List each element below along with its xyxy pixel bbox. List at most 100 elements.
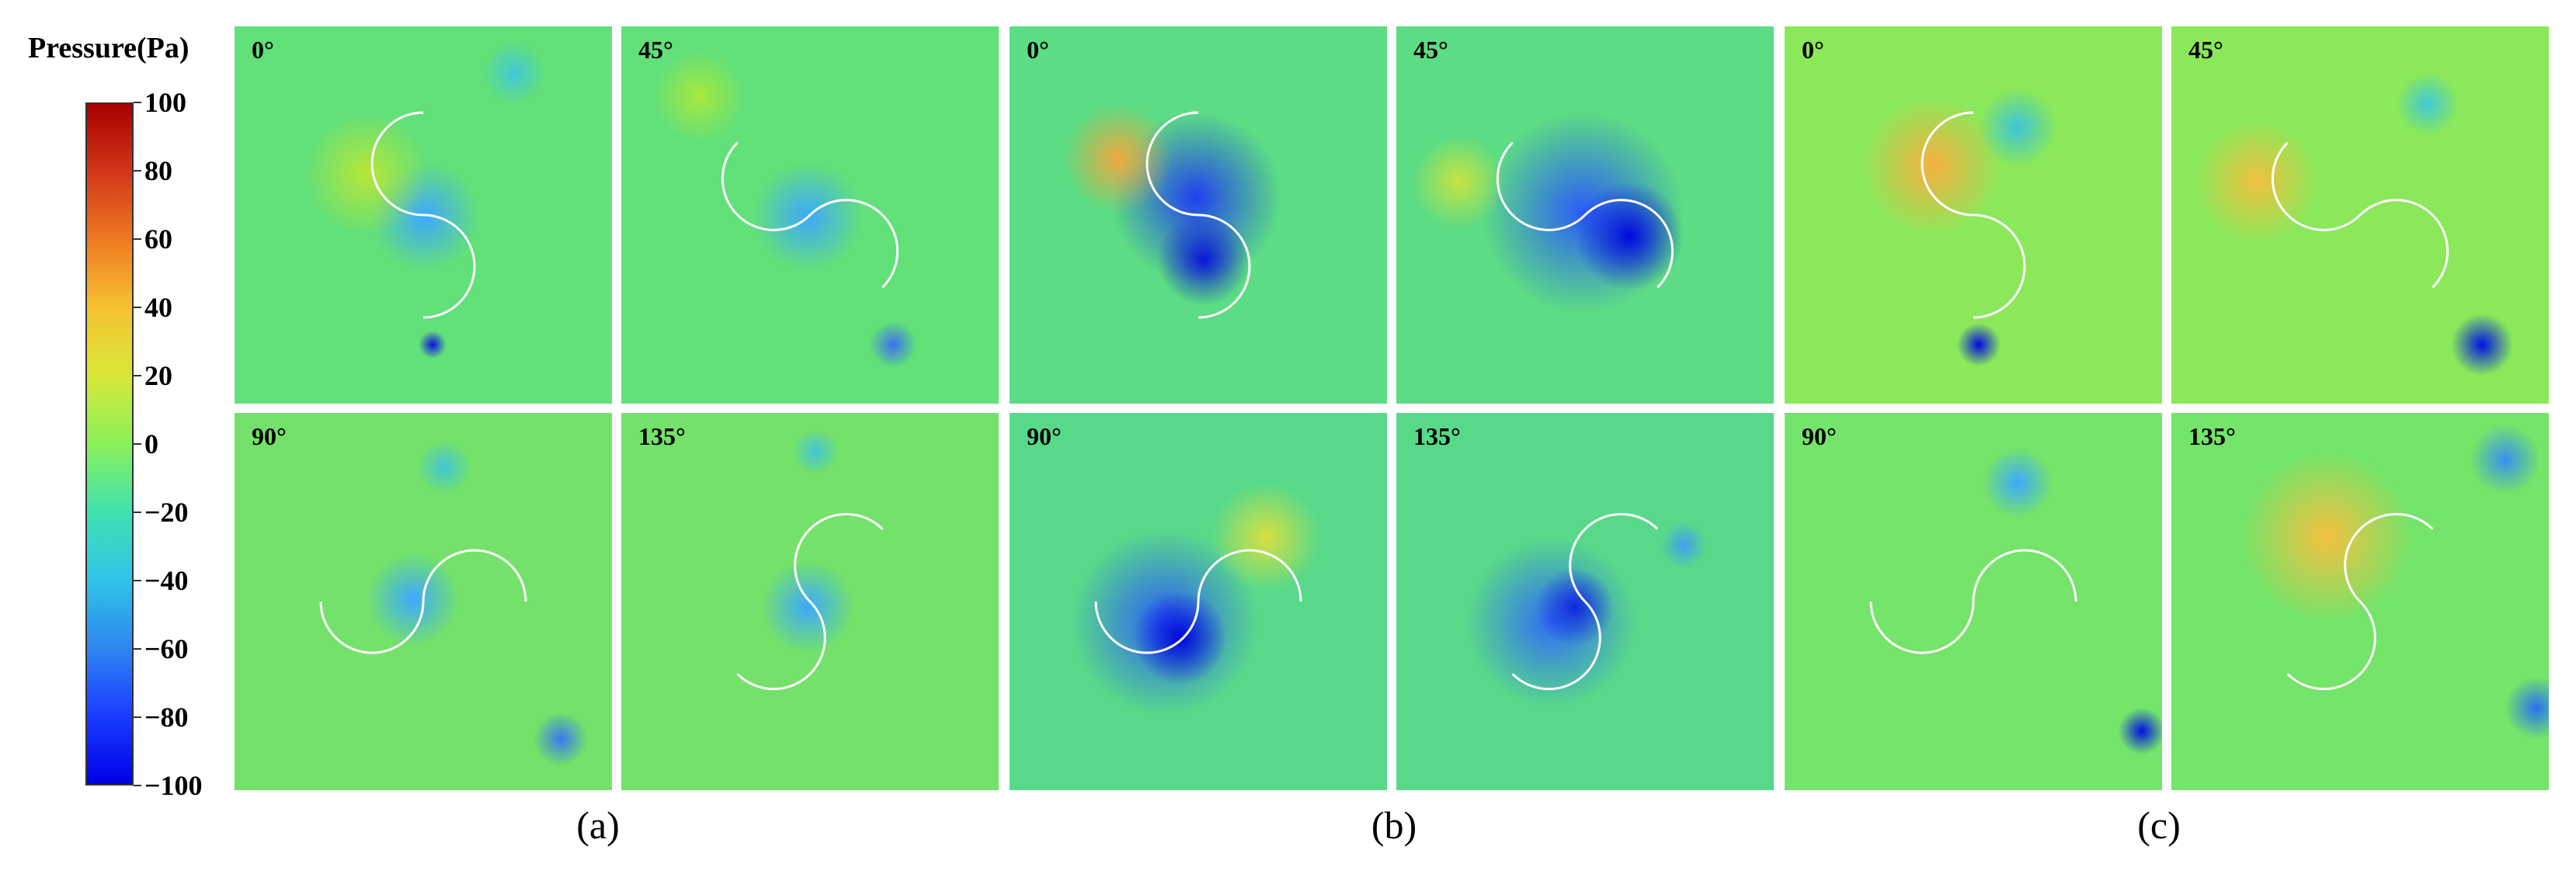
pressure-region (483, 42, 545, 104)
pressure-region (2195, 120, 2319, 244)
angle-label: 135° (2188, 422, 2236, 450)
pressure-region (792, 428, 839, 475)
colorbar-tick-label: 80 (144, 155, 172, 186)
pressure-field-panel: 0° (1785, 26, 2162, 404)
angle-label: 90° (1027, 422, 1062, 450)
pressure-field-panel: 90° (235, 413, 612, 790)
pressure-region (419, 331, 447, 359)
colorbar-tick-mark (134, 307, 141, 308)
rotor-blade (2271, 141, 2362, 231)
colorbar-tick-label: −60 (144, 633, 189, 664)
pressure-contour (2171, 413, 2549, 790)
angle-label: 90° (252, 422, 287, 450)
rotor-blades (1511, 512, 1659, 691)
angle-label: 90° (1802, 422, 1837, 450)
rotor-blades (370, 111, 476, 319)
rotor-blade (2286, 600, 2376, 691)
pressure-field-panel: 0° (235, 26, 612, 404)
pressure-field-panel: 45° (1396, 26, 1774, 404)
pressure-contour (1010, 26, 1387, 404)
pressure-region (1134, 591, 1227, 685)
rotor-blade (422, 213, 476, 319)
pressure-field-panel: 135° (621, 413, 999, 790)
pressure-field-panel: 135° (1396, 413, 1774, 790)
pressure-region (1157, 213, 1250, 306)
pressure-region (534, 712, 588, 766)
colorbar-tick-mark (134, 102, 141, 103)
angle-label: 135° (1413, 422, 1461, 450)
colorbar-tick-mark (134, 580, 141, 581)
pressure-region (1957, 323, 2001, 366)
rotor-blades (319, 549, 527, 654)
pressure-contour (621, 26, 999, 404)
angle-label: 135° (638, 422, 686, 450)
pressure-region (2470, 425, 2540, 494)
rotor-blade (1198, 213, 1251, 319)
pressure-region (367, 553, 460, 646)
pressure-region (1862, 96, 2002, 236)
rotor-blade (1972, 549, 2077, 602)
rotor-blade (1145, 111, 1199, 217)
colorbar-tick-label: 20 (144, 360, 172, 391)
rotor-blades (736, 512, 884, 691)
pressure-field-panel: 90° (1010, 413, 1387, 790)
colorbar-tick-mark (134, 512, 141, 513)
pressure-contour (1785, 26, 2162, 404)
rotor-blade (1496, 141, 1587, 231)
rotor-blades (2271, 141, 2449, 289)
rotor-blades (1145, 111, 1251, 319)
angle-label: 0° (1027, 36, 1049, 64)
pressure-field-panel: 45° (621, 26, 999, 404)
rotor-blades (2286, 512, 2434, 691)
pressure-region (2505, 677, 2549, 739)
pressure-region (2119, 708, 2162, 754)
pressure-contour (621, 413, 999, 790)
rotor-blade (1583, 199, 1674, 289)
colorbar-tick-label: 100 (144, 87, 186, 118)
rotor-blade (1869, 601, 1975, 654)
rotor-blade (736, 600, 826, 691)
pressure-region (1979, 88, 2056, 166)
rotor-blade (1511, 600, 1601, 691)
colorbar-tick-label: −100 (144, 770, 203, 801)
colorbar-tick-mark (134, 648, 141, 650)
pressure-contour (235, 26, 612, 404)
rotor-blade (1973, 213, 2026, 319)
rotor-blade (721, 141, 812, 231)
pressure-region (870, 321, 916, 368)
pressure-region (1064, 104, 1173, 213)
colorbar-tick-mark (134, 443, 141, 445)
pressure-contour (1396, 26, 1774, 404)
angle-label: 45° (2188, 36, 2223, 64)
pressure-region (304, 112, 429, 236)
pressure-contour (2171, 26, 2549, 404)
pressure-region (1660, 522, 1707, 568)
pressure-region (1575, 182, 1684, 290)
pressure-region (2451, 314, 2513, 376)
pressure-region (2397, 73, 2459, 135)
pressure-region (652, 50, 746, 143)
angle-label: 0° (252, 36, 274, 64)
legend-title: Pressure(Pa) (28, 32, 189, 64)
colorbar-tick-mark (134, 238, 141, 240)
pressure-contour (1396, 413, 1774, 790)
colorbar-tick-mark (134, 375, 141, 376)
pressure-field-panel: 45° (2171, 26, 2549, 404)
pressure-contour (235, 413, 612, 790)
pressure-region (417, 440, 471, 494)
rotor-blade (1197, 549, 1302, 602)
group-label-b: (b) (1371, 803, 1417, 847)
pressure-field-panel: 90° (1785, 413, 2162, 790)
colorbar-tick-label: 40 (144, 292, 172, 323)
group-label-c: (c) (2137, 803, 2181, 847)
rotor-blade (2359, 199, 2449, 289)
pressure-contour (1785, 413, 2162, 790)
rotor-blade (1094, 601, 1200, 654)
pressure-region (1412, 135, 1505, 228)
colorbar-tick-label: −20 (144, 497, 189, 528)
colorbar-tick-label: 0 (144, 428, 158, 460)
rotor-blade (422, 549, 527, 602)
colorbar-tick-label: 60 (144, 224, 172, 255)
pressure-region (2241, 452, 2412, 623)
rotor-blades (1496, 141, 1674, 289)
